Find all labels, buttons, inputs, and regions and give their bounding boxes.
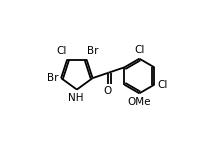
Text: Br: Br bbox=[47, 73, 58, 83]
Text: O: O bbox=[104, 86, 112, 96]
Text: OMe: OMe bbox=[128, 97, 151, 107]
Text: Cl: Cl bbox=[157, 80, 168, 90]
Text: Cl: Cl bbox=[56, 46, 66, 56]
Text: Cl: Cl bbox=[134, 45, 145, 55]
Text: NH: NH bbox=[68, 93, 84, 103]
Text: Br: Br bbox=[87, 46, 99, 56]
